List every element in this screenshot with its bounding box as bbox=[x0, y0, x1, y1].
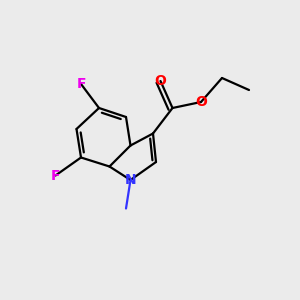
Text: O: O bbox=[154, 74, 166, 88]
Text: F: F bbox=[51, 169, 60, 182]
Text: F: F bbox=[76, 77, 86, 91]
Text: O: O bbox=[195, 95, 207, 109]
Text: N: N bbox=[125, 173, 136, 187]
